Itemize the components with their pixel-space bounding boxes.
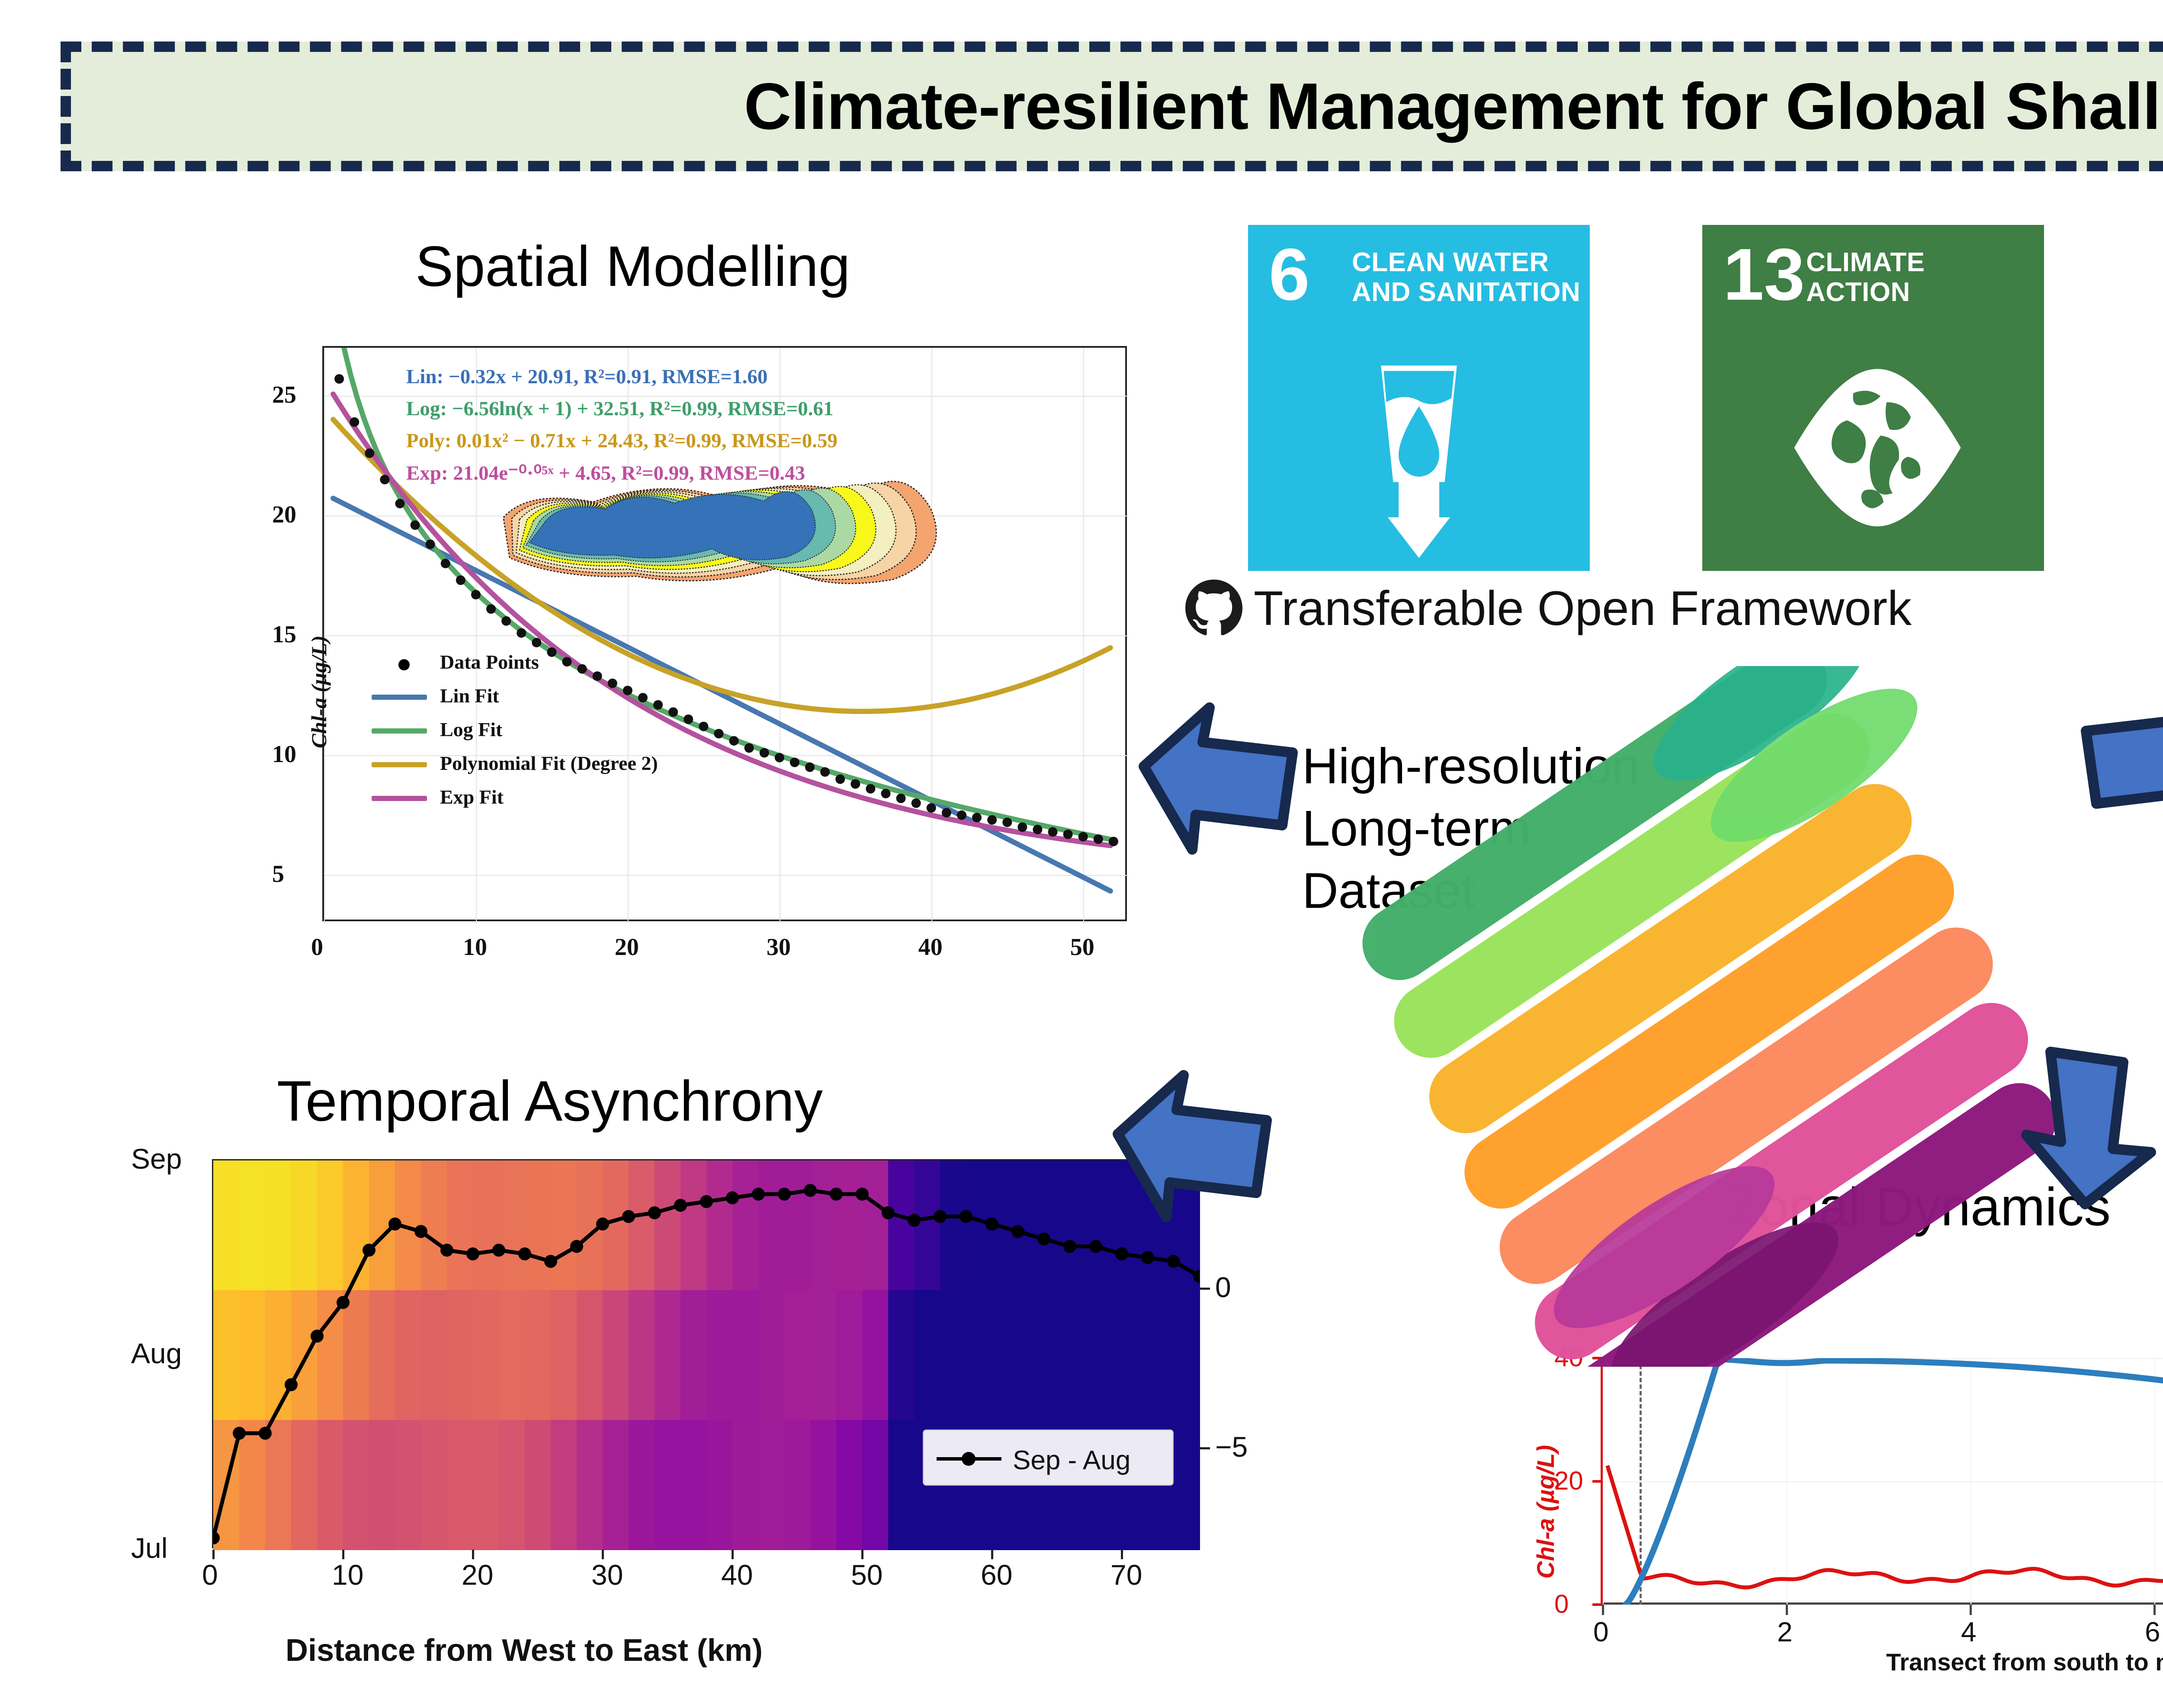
spatial-legend-item: Log Fit — [440, 718, 503, 740]
temporal-ytick-right: 0 — [1215, 1271, 1231, 1303]
spatial-axes: 0 10 20 30 40 50 5 10 15 20 25 Lin: −0.32x + 20.91,… — [272, 346, 1129, 961]
temporal-xtick: 50 — [851, 1559, 883, 1591]
temporal-xtick: 70 — [1110, 1559, 1142, 1591]
temporal-xtick: 20 — [462, 1559, 494, 1591]
chart-spatial-modelling: 0 10 20 30 40 50 5 10 15 20 25 Lin: −0.32x + 20.91,… — [272, 342, 1129, 982]
temporal-axes: 0 10 20 30 40 50 60 70 Jul Aug Sep 0 −5 Sep - Aug — [131, 1143, 1248, 1591]
spatial-xtick: 20 — [614, 934, 639, 961]
spatial-xtick: 30 — [766, 934, 791, 961]
sdg-caption: CLEAN WATER AND SANITATION — [1352, 247, 1581, 308]
lake-3d-stack-visual — [1362, 666, 2056, 1367]
temporal-ytick-left: Aug — [131, 1337, 182, 1369]
spatial-equation: Log: −6.56ln(x + 1) + 32.51, R²=0.99, RM… — [406, 397, 834, 420]
spatial-equation: Lin: −0.32x + 20.91, R²=0.91, RMSE=1.60 — [406, 365, 768, 388]
sectional-xlabel: Transect from south to north (km) — [1886, 1648, 2163, 1676]
temporal-xtick: 60 — [981, 1559, 1013, 1591]
github-icon — [1185, 580, 1242, 635]
temporal-xlabel: Distance from West to East (km) — [286, 1633, 763, 1668]
sectional-xtick: 6 — [2145, 1616, 2160, 1647]
sdg-number: 6 — [1269, 234, 1310, 316]
spatial-equation: Exp: 21.04e⁻⁰·⁰⁵ˣ + 4.65, R²=0.99, RMSE=… — [406, 462, 806, 484]
sectional-xtick: 2 — [1777, 1616, 1793, 1647]
chart-sectional-profiles: 02040-2-40246810121984-19941995-20042005… — [1505, 1328, 2163, 1687]
eye-globe-icon — [1794, 369, 1961, 526]
sdg-badge-13: 13 CLIMATE ACTION — [1702, 225, 2044, 571]
sectional-period-divider — [1640, 1332, 1642, 1605]
sdg-number: 13 — [1723, 234, 1805, 316]
heading-spatial-modelling: Spatial Modelling — [415, 234, 850, 298]
temporal-ytick-left: Sep — [131, 1143, 182, 1175]
spatial-ylabel: Chl-a (µg/L) — [307, 635, 331, 748]
temporal-line-series — [213, 1184, 1200, 1545]
temporal-xtick: 0 — [202, 1559, 218, 1591]
spatial-legend-item: Data Points — [440, 651, 539, 673]
spatial-ytick: 20 — [272, 501, 296, 528]
sectional-series — [1605, 1358, 2163, 1605]
arrow-to-zonal-dynamics — [2021, 1047, 2156, 1209]
spatial-xtick: 40 — [918, 934, 943, 961]
sectional-ytick-left: 20 — [1554, 1466, 1583, 1495]
sectional-ylabel-left: Chl-a (µg/L) — [1532, 1445, 1559, 1579]
spatial-equation: Poly: 0.01x² − 0.71x + 24.43, R²=0.99, R… — [406, 429, 838, 452]
spatial-legend-item: Exp Fit — [440, 786, 504, 808]
spatial-xtick: 10 — [462, 934, 487, 961]
temporal-ytick-right: −5 — [1215, 1431, 1248, 1463]
framework-label: Transferable Open Framework — [1254, 581, 1912, 635]
sectional-axes: 02040-2-40246810121984-19941995-20042005… — [1554, 1332, 2163, 1647]
spatial-ytick: 25 — [272, 381, 296, 408]
spatial-legend-item: Lin Fit — [440, 685, 499, 707]
arrow-to-spatial-modelling — [1139, 702, 1298, 855]
temporal-xtick: 40 — [721, 1559, 753, 1591]
spatial-xtick: 50 — [1070, 934, 1094, 961]
sdg-badge-6: 6 CLEAN WATER AND SANITATION — [1248, 225, 1590, 571]
sdg-caption: CLIMATE ACTION — [1806, 247, 1925, 308]
heading-temporal-asynchrony: Temporal Asynchrony — [277, 1069, 823, 1133]
arrow-to-temporal-asynchrony — [1113, 1070, 1272, 1222]
sectional-ytick-left: 0 — [1554, 1589, 1569, 1618]
title-banner: Climate-resilient Management for Global … — [61, 42, 2163, 171]
spatial-curves — [331, 348, 1118, 894]
temporal-ytick-left: Jul — [131, 1532, 168, 1564]
spatial-ytick: 10 — [272, 741, 296, 768]
temporal-xtick: 10 — [332, 1559, 364, 1591]
water-glass-icon — [1381, 365, 1457, 558]
spatial-ytick: 15 — [272, 621, 296, 648]
spatial-xtick: 0 — [311, 934, 323, 961]
sectional-xtick: 4 — [1961, 1616, 1977, 1647]
sectional-xtick: 0 — [1593, 1616, 1609, 1647]
lake-contour-map-overlay — [503, 481, 937, 584]
temporal-legend: Sep - Aug — [923, 1429, 1174, 1486]
spatial-legend-item: Polynomial Fit (Degree 2) — [440, 752, 658, 774]
page-title: Climate-resilient Management for Global … — [744, 69, 2163, 143]
temporal-legend-label: Sep - Aug — [1013, 1445, 1131, 1475]
arrow-to-phenology-trends — [2081, 717, 2163, 809]
spatial-ytick: 5 — [272, 861, 284, 888]
chart-temporal-asynchrony: 0 10 20 30 40 50 60 70 Jul Aug Sep 0 −5 Sep - Aug Dis… — [99, 1143, 1354, 1704]
framework-row: Transferable Open Framework — [1185, 580, 1912, 637]
temporal-xtick: 30 — [591, 1559, 623, 1591]
